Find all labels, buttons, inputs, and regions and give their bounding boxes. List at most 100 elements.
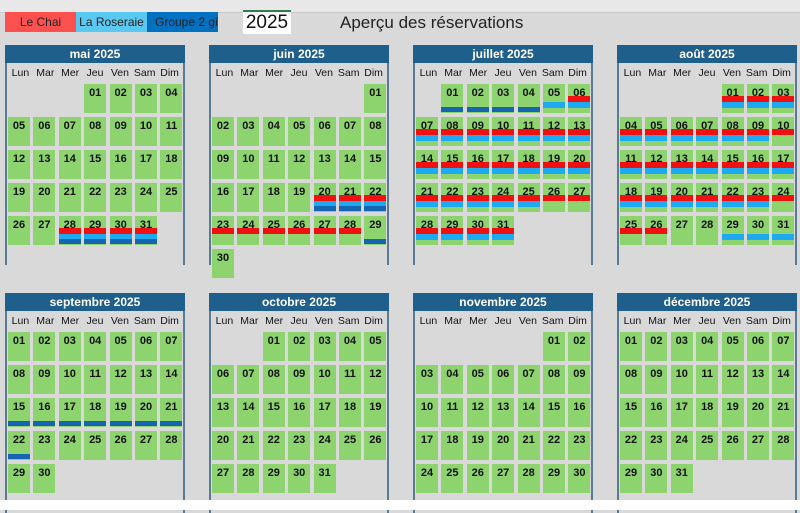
day-cell[interactable]: 15 — [620, 398, 642, 427]
day-cell[interactable]: 30 — [33, 464, 56, 493]
day-cell[interactable]: 12 — [645, 150, 668, 179]
day-cell[interactable]: 31 — [313, 464, 336, 493]
day-cell[interactable]: 27 — [313, 216, 336, 245]
day-cell[interactable]: 31 — [135, 216, 157, 245]
day-cell[interactable]: 09 — [747, 117, 769, 146]
day-cell[interactable]: 02 — [109, 84, 132, 113]
day-cell[interactable]: 05 — [288, 117, 311, 146]
day-cell[interactable]: 03 — [772, 84, 795, 113]
day-cell[interactable]: 08 — [543, 365, 565, 394]
day-cell[interactable]: 06 — [492, 365, 515, 394]
day-cell[interactable]: 16 — [212, 183, 234, 212]
day-cell[interactable]: 12 — [721, 365, 744, 394]
day-cell[interactable]: 21 — [237, 431, 260, 460]
day-cell[interactable]: 09 — [466, 117, 489, 146]
day-cell[interactable]: 04 — [262, 117, 285, 146]
day-cell[interactable]: 11 — [339, 365, 361, 394]
day-cell[interactable]: 23 — [288, 431, 311, 460]
day-cell[interactable]: 20 — [313, 183, 336, 212]
day-cell[interactable]: 11 — [441, 398, 464, 427]
day-cell[interactable]: 31 — [670, 464, 693, 493]
day-cell[interactable]: 02 — [747, 84, 769, 113]
day-cell[interactable]: 20 — [568, 150, 591, 179]
day-cell[interactable]: 04 — [339, 332, 361, 361]
day-cell[interactable]: 20 — [492, 431, 515, 460]
day-cell[interactable]: 30 — [747, 216, 769, 245]
day-cell[interactable]: 28 — [696, 216, 719, 245]
day-cell[interactable]: 09 — [109, 117, 132, 146]
day-cell[interactable]: 20 — [747, 398, 769, 427]
day-cell[interactable]: 10 — [492, 117, 515, 146]
day-cell[interactable]: 29 — [8, 464, 30, 493]
day-cell[interactable]: 08 — [8, 365, 30, 394]
day-cell[interactable]: 18 — [160, 150, 183, 179]
day-cell[interactable]: 01 — [620, 332, 642, 361]
day-cell[interactable]: 25 — [620, 216, 642, 245]
day-cell[interactable]: 18 — [696, 398, 719, 427]
day-cell[interactable]: 19 — [364, 398, 387, 427]
day-cell[interactable]: 19 — [109, 398, 132, 427]
day-cell[interactable]: 17 — [135, 150, 157, 179]
day-cell[interactable]: 19 — [645, 183, 668, 212]
day-cell[interactable]: 11 — [262, 150, 285, 179]
day-cell[interactable]: 12 — [109, 365, 132, 394]
day-cell[interactable]: 19 — [288, 183, 311, 212]
day-cell[interactable]: 30 — [288, 464, 311, 493]
day-cell[interactable]: 10 — [135, 117, 157, 146]
day-cell[interactable]: 06 — [670, 117, 693, 146]
day-cell[interactable]: 07 — [696, 117, 719, 146]
day-cell[interactable]: 04 — [696, 332, 719, 361]
day-cell[interactable]: 21 — [517, 431, 540, 460]
day-cell[interactable]: 04 — [84, 332, 107, 361]
day-cell[interactable]: 23 — [33, 431, 56, 460]
day-cell[interactable]: 19 — [8, 183, 30, 212]
day-cell[interactable]: 10 — [237, 150, 260, 179]
day-cell[interactable]: 14 — [517, 398, 540, 427]
day-cell[interactable]: 23 — [466, 183, 489, 212]
day-cell[interactable]: 03 — [135, 84, 157, 113]
day-cell[interactable]: 14 — [160, 365, 183, 394]
day-cell[interactable]: 03 — [313, 332, 336, 361]
day-cell[interactable]: 15 — [84, 150, 107, 179]
day-cell[interactable]: 20 — [33, 183, 56, 212]
day-cell[interactable]: 09 — [288, 365, 311, 394]
day-cell[interactable]: 14 — [696, 150, 719, 179]
day-cell[interactable]: 21 — [160, 398, 183, 427]
day-cell[interactable]: 02 — [33, 332, 56, 361]
day-cell[interactable]: 08 — [262, 365, 285, 394]
day-cell[interactable]: 29 — [364, 216, 387, 245]
day-cell[interactable]: 26 — [466, 464, 489, 493]
day-cell[interactable]: 01 — [441, 84, 464, 113]
day-cell[interactable]: 21 — [339, 183, 361, 212]
day-cell[interactable]: 05 — [466, 365, 489, 394]
day-cell[interactable]: 28 — [416, 216, 438, 245]
day-cell[interactable]: 04 — [517, 84, 540, 113]
day-cell[interactable]: 01 — [364, 84, 387, 113]
day-cell[interactable]: 12 — [288, 150, 311, 179]
day-cell[interactable]: 15 — [721, 150, 744, 179]
day-cell[interactable]: 22 — [84, 183, 107, 212]
day-cell[interactable]: 22 — [364, 183, 387, 212]
day-cell[interactable]: 01 — [8, 332, 30, 361]
day-cell[interactable]: 27 — [33, 216, 56, 245]
day-cell[interactable]: 26 — [645, 216, 668, 245]
day-cell[interactable]: 24 — [772, 183, 795, 212]
day-cell[interactable]: 07 — [416, 117, 438, 146]
day-cell[interactable]: 03 — [237, 117, 260, 146]
day-cell[interactable]: 10 — [416, 398, 438, 427]
day-cell[interactable]: 17 — [237, 183, 260, 212]
day-cell[interactable]: 04 — [620, 117, 642, 146]
day-cell[interactable]: 03 — [58, 332, 81, 361]
day-cell[interactable]: 22 — [262, 431, 285, 460]
day-cell[interactable]: 06 — [212, 365, 234, 394]
day-cell[interactable]: 05 — [8, 117, 30, 146]
day-cell[interactable]: 30 — [568, 464, 591, 493]
day-cell[interactable]: 23 — [747, 183, 769, 212]
day-cell[interactable]: 14 — [58, 150, 81, 179]
day-cell[interactable]: 27 — [492, 464, 515, 493]
day-cell[interactable]: 28 — [517, 464, 540, 493]
day-cell[interactable]: 04 — [441, 365, 464, 394]
day-cell[interactable]: 05 — [645, 117, 668, 146]
day-cell[interactable]: 05 — [364, 332, 387, 361]
day-cell[interactable]: 17 — [416, 431, 438, 460]
